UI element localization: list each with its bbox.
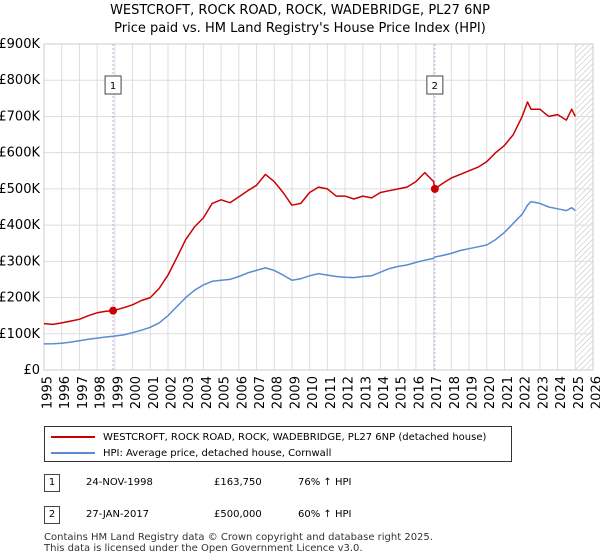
x-tick-label: 1997	[76, 376, 91, 409]
x-tick-label: 2023	[536, 376, 551, 409]
sale-badge: 1	[44, 474, 60, 492]
legend-item-property: WESTCROFT, ROCK ROAD, ROCK, WADEBRIDGE, …	[51, 429, 486, 445]
x-tick-label: 2000	[129, 376, 144, 409]
x-tick-label: 2011	[324, 376, 339, 409]
x-tick-label: 2018	[448, 376, 463, 409]
y-tick-label: £400K	[0, 218, 40, 233]
footer-copyright: Contains HM Land Registry data © Crown c…	[44, 532, 433, 543]
chart-title: WESTCROFT, ROCK ROAD, ROCK, WADEBRIDGE, …	[110, 3, 490, 18]
sale-row: 1 24-NOV-1998 £163,750 76% ↑ HPI	[44, 474, 544, 494]
x-tick-label: 2019	[466, 376, 481, 409]
x-tick-label: 2015	[395, 376, 410, 409]
legend-label-property: WESTCROFT, ROCK ROAD, ROCK, WADEBRIDGE, …	[103, 431, 487, 443]
chart-subtitle: Price paid vs. HM Land Registry's House …	[114, 21, 486, 36]
y-tick-label: £300K	[0, 254, 40, 269]
x-tick-label: 1995	[41, 376, 56, 409]
x-tick-label: 2013	[359, 376, 374, 409]
sale-price: £500,000	[214, 509, 262, 520]
x-tick-label: 2017	[430, 376, 445, 409]
legend-label-hpi: HPI: Average price, detached house, Corn…	[103, 447, 332, 459]
sale-badge: 2	[44, 506, 60, 524]
sale-marker-box	[426, 75, 444, 95]
footer: Contains HM Land Registry data © Crown c…	[44, 532, 433, 554]
y-tick-label: £0	[23, 363, 40, 378]
sale-date: 27-JAN-2017	[86, 509, 150, 520]
x-tick-label: 2001	[147, 376, 162, 409]
sale-marker-label: 2	[432, 81, 438, 92]
hatched-region	[575, 44, 593, 370]
sale-price: £163,750	[214, 477, 262, 488]
sale-point	[430, 184, 439, 193]
y-tick-label: £500K	[0, 182, 40, 197]
x-tick-label: 2022	[519, 376, 534, 409]
x-tick-label: 2005	[218, 376, 233, 409]
sale-point	[109, 306, 118, 315]
x-tick-label: 2026	[590, 376, 600, 409]
y-tick-label: £100K	[0, 327, 40, 342]
legend-swatch-hpi	[51, 452, 95, 454]
x-tick-label: 2024	[554, 376, 569, 409]
x-tick-label: 2016	[412, 376, 427, 409]
x-tick-label: 2009	[288, 376, 303, 409]
sale-marker-label: 1	[110, 81, 116, 92]
x-tick-label: 2012	[342, 376, 357, 409]
x-tick-label: 2010	[306, 376, 321, 409]
price-chart: WESTCROFT, ROCK ROAD, ROCK, WADEBRIDGE, …	[0, 3, 600, 409]
y-tick-label: £700K	[0, 109, 40, 124]
plot-frame	[43, 43, 594, 371]
x-tick-label: 1996	[58, 376, 73, 409]
x-tick-label: 1999	[111, 376, 126, 409]
x-tick-label: 2014	[377, 376, 392, 409]
x-tick-label: 2008	[271, 376, 286, 409]
legend-item-hpi: HPI: Average price, detached house, Corn…	[51, 445, 331, 461]
legend-swatch-property	[51, 436, 95, 438]
x-tick-label: 2021	[501, 376, 516, 409]
x-tick-label: 2007	[253, 376, 268, 409]
sale-hpi-change: 76% ↑ HPI	[298, 477, 352, 488]
series-line-hpi	[43, 200, 576, 345]
plot-area	[44, 44, 593, 370]
x-tick-label: 1998	[94, 376, 109, 409]
y-tick-label: £800K	[0, 73, 40, 88]
y-tick-label: £200K	[0, 291, 40, 306]
x-tick-label: 2002	[164, 376, 179, 409]
x-tick-label: 2025	[572, 376, 587, 409]
sale-hpi-change: 60% ↑ HPI	[298, 509, 352, 520]
series-line-property	[43, 101, 576, 326]
x-tick-label: 2020	[483, 376, 498, 409]
y-tick-label: £600K	[0, 146, 40, 161]
x-tick-label: 2006	[235, 376, 250, 409]
x-tick-label: 2003	[182, 376, 197, 409]
y-tick-label: £900K	[0, 37, 40, 52]
legend: WESTCROFT, ROCK ROAD, ROCK, WADEBRIDGE, …	[44, 426, 512, 462]
sale-marker-box	[104, 75, 122, 95]
sale-row: 2 27-JAN-2017 £500,000 60% ↑ HPI	[44, 506, 544, 526]
footer-licence: This data is licensed under the Open Gov…	[44, 543, 363, 554]
x-tick-label: 2004	[200, 376, 215, 409]
sale-date: 24-NOV-1998	[86, 477, 153, 488]
